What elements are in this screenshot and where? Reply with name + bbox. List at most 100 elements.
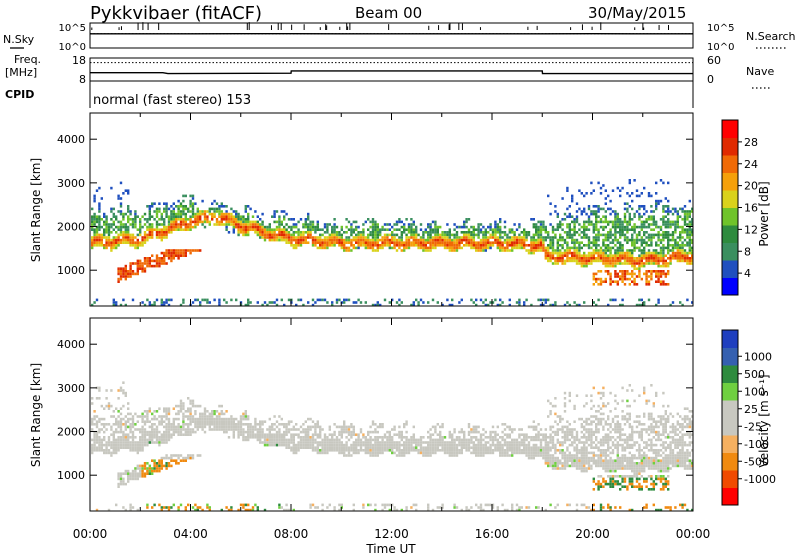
range-cell: [357, 233, 360, 237]
range-cell: [287, 238, 291, 242]
range-cell: [439, 238, 442, 242]
range-cell: [609, 236, 612, 239]
range-cell: [213, 212, 216, 216]
range-cell: [508, 228, 511, 231]
range-cell: [357, 244, 360, 247]
range-cell: [479, 443, 483, 447]
range-cell: [674, 238, 677, 242]
range-cell: [458, 301, 461, 304]
range-cell: [645, 231, 648, 234]
range-cell: [580, 236, 583, 239]
range-cell: [196, 218, 199, 221]
range-cell: [667, 246, 670, 250]
range-cell: [664, 254, 667, 257]
range-cell: [172, 503, 175, 507]
range-cell: [165, 467, 168, 470]
range-cell: [499, 220, 502, 224]
range-cell: [103, 212, 106, 216]
range-cell: [374, 223, 377, 226]
range-cell: [117, 423, 120, 426]
range-cell: [115, 438, 118, 442]
range-cell: [539, 220, 543, 224]
range-cell: [523, 303, 526, 307]
range-cell: [139, 446, 142, 449]
range-cell: [208, 428, 211, 431]
range-cell: [100, 404, 103, 408]
range-cell: [165, 210, 168, 213]
range-cell: [167, 223, 171, 226]
range-cell: [578, 207, 581, 211]
range-cell: [271, 231, 274, 234]
range-cell: [153, 441, 156, 444]
range-cell: [331, 438, 334, 442]
range-cell: [184, 225, 187, 229]
range-cell: [165, 301, 168, 304]
range-cell: [163, 420, 166, 423]
range-cell: [307, 233, 310, 237]
range-cell: [307, 438, 310, 442]
range-cell: [537, 249, 540, 252]
range-cell: [537, 446, 540, 449]
range-cell: [381, 443, 384, 447]
range-cell: [527, 443, 531, 447]
range-cell: [563, 259, 567, 263]
range-cell: [155, 207, 159, 211]
range-cell: [686, 244, 689, 247]
range-cell: [326, 451, 329, 455]
freq-right-tick-bottom: 0: [707, 73, 714, 86]
range-cell: [127, 425, 130, 429]
range-cell: [573, 223, 576, 226]
range-cell: [275, 441, 279, 444]
range-cell: [614, 236, 617, 239]
range-cell: [290, 438, 293, 442]
range-cell: [455, 454, 459, 457]
range-cell: [470, 298, 473, 302]
range-cell: [683, 220, 687, 224]
range-cell: [515, 508, 519, 512]
range-cell: [587, 246, 591, 250]
range-cell: [494, 298, 497, 302]
range-cell: [273, 236, 276, 239]
range-cell: [345, 249, 348, 252]
range-cell: [170, 205, 173, 208]
range-cell: [412, 303, 415, 307]
range-cell: [379, 449, 382, 452]
range-cell: [679, 254, 682, 257]
range-cell: [254, 220, 257, 224]
range-cell: [309, 231, 312, 234]
range-cell: [107, 438, 111, 442]
range-cell: [112, 415, 115, 418]
range-cell: [688, 244, 691, 247]
range-cell: [223, 412, 226, 416]
range-cell: [187, 433, 190, 436]
range-cell: [376, 443, 379, 447]
range-cell: [643, 212, 646, 216]
range-cell: [561, 236, 564, 239]
range-cell: [376, 449, 379, 452]
range-cell: [607, 244, 610, 247]
range-cell: [249, 508, 252, 512]
range-cell: [487, 246, 490, 250]
range-cell: [155, 236, 159, 239]
range-cell: [643, 264, 646, 268]
range-cell: [479, 249, 483, 252]
range-cell: [515, 238, 519, 242]
range-cell: [268, 425, 271, 429]
range-cell: [309, 228, 312, 231]
range-cell: [496, 238, 499, 242]
range-cell: [417, 443, 420, 447]
range-cell: [117, 228, 120, 231]
range-cell: [225, 212, 228, 216]
range-cell: [491, 506, 495, 509]
range-cell: [189, 402, 192, 405]
range-cell: [326, 443, 329, 447]
range-cell: [453, 238, 456, 242]
range-cell: [167, 249, 171, 252]
range-cell: [271, 215, 274, 218]
range-cell: [290, 441, 293, 444]
range-cell: [110, 246, 113, 250]
range-cell: [242, 503, 245, 507]
range-cell: [247, 215, 250, 218]
range-cell: [319, 228, 322, 231]
range-cell: [530, 241, 533, 244]
